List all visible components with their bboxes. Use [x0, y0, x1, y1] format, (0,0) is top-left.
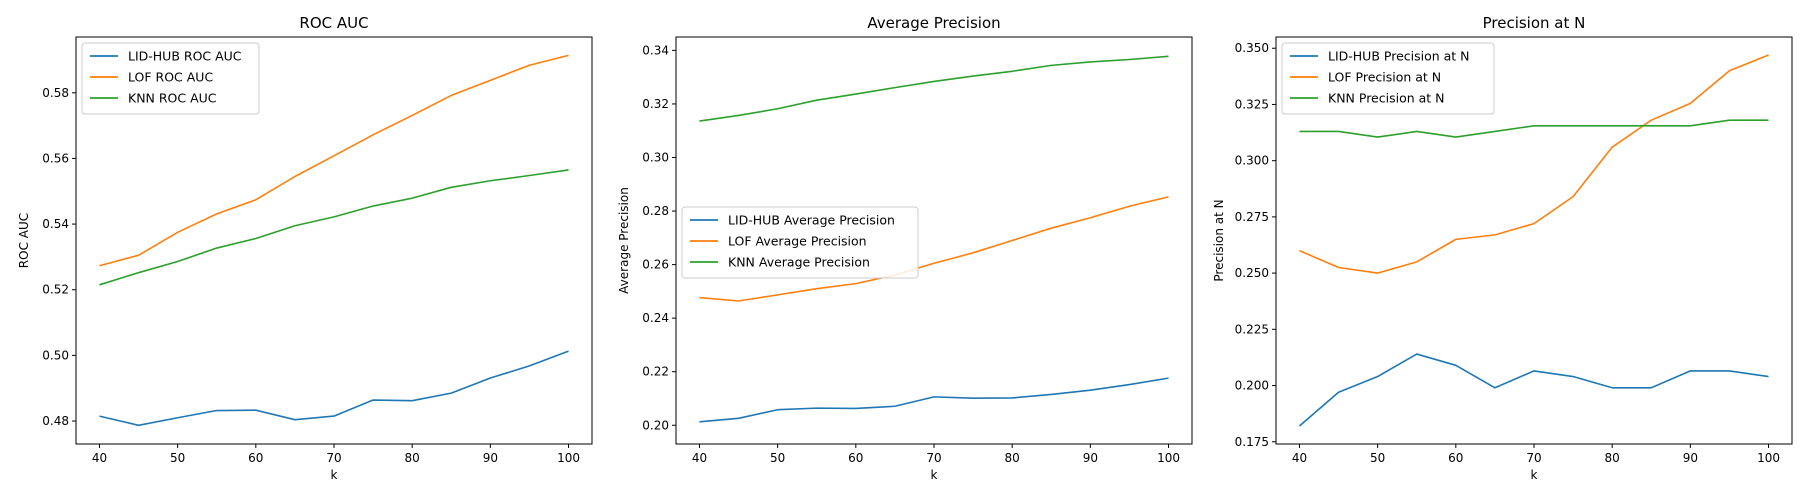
legend: LID-HUB ROC AUC LOF ROC AUC KNN ROC AUC	[81, 42, 260, 115]
series-line-1	[699, 377, 1169, 423]
x-axis-label: k	[931, 468, 938, 482]
x-tick-label: 70	[326, 451, 341, 465]
y-tick-label: 0.30	[642, 150, 669, 164]
x-tick-label: 100	[1157, 451, 1180, 465]
series-line-2	[99, 54, 569, 267]
chart-title: ROC AUC	[299, 14, 368, 32]
series-line-2	[1299, 54, 1769, 274]
series-line-1	[1298, 353, 1769, 427]
x-tick-label: 40	[1292, 451, 1307, 465]
x-tick-label: 50	[770, 451, 785, 465]
series-line-1	[99, 350, 569, 427]
series-line-3	[99, 169, 569, 286]
y-tick-label: 0.50	[42, 348, 69, 362]
y-tick-label: 0.48	[42, 414, 69, 428]
y-tick-label: 0.28	[642, 204, 669, 218]
x-tick-label: 60	[1448, 451, 1463, 465]
series-line-2	[699, 196, 1169, 302]
subplot-3: Precision at N 40 50 60 70 80 90 100 0.175 0.200 0…	[1212, 14, 1793, 482]
y-tick-label: 0.26	[642, 258, 669, 272]
y-tick-label: 0.350	[1235, 41, 1269, 55]
x-tick-label: 100	[557, 451, 580, 465]
y-tick-label: 0.52	[42, 283, 69, 297]
x-tick-label: 60	[848, 451, 863, 465]
legend-entry: LID-HUB ROC AUC	[128, 49, 242, 64]
x-tick-label: 80	[1005, 451, 1020, 465]
x-tick-label: 80	[405, 451, 420, 465]
y-axis-label: ROC AUC	[17, 213, 31, 268]
y-tick-label: 0.34	[642, 43, 669, 57]
x-axis-label: k	[331, 468, 338, 482]
series-line-3	[699, 55, 1169, 122]
x-tick-label: 70	[926, 451, 941, 465]
x-axis-label: k	[1531, 468, 1538, 482]
y-tick-label: 0.32	[642, 97, 669, 111]
y-tick-label: 0.175	[1235, 435, 1269, 449]
y-tick-label: 0.22	[642, 365, 669, 379]
x-tick-label: 90	[1083, 451, 1098, 465]
y-tick-label: 0.275	[1235, 210, 1269, 224]
x-tick-label: 70	[1526, 451, 1541, 465]
x-tick-label: 50	[1370, 451, 1385, 465]
y-axis-label: Average Precision	[617, 187, 631, 294]
legend-entry: KNN ROC AUC	[128, 91, 217, 106]
x-tick-label: 60	[248, 451, 263, 465]
legend: LID-HUB Average Precision LOF Average Pre…	[681, 206, 919, 279]
legend-entry: LOF ROC AUC	[128, 70, 213, 85]
legend-entry: LOF Average Precision	[728, 234, 867, 249]
legend-box	[81, 42, 260, 115]
legend: LID-HUB Precision at N LOF Precision at N…	[1281, 42, 1495, 115]
legend-entry: KNN Precision at N	[1328, 91, 1445, 106]
chart-title: Precision at N	[1483, 14, 1586, 32]
legend-box	[681, 206, 919, 279]
y-axis-label: Precision at N	[1212, 199, 1226, 281]
y-tick-label: 0.24	[642, 311, 669, 325]
y-tick-label: 0.325	[1235, 97, 1269, 111]
x-tick-label: 90	[1683, 451, 1698, 465]
y-tick-label: 0.300	[1235, 154, 1269, 168]
x-tick-label: 90	[483, 451, 498, 465]
y-tick-label: 0.200	[1235, 379, 1269, 393]
y-tick-label: 0.20	[642, 418, 669, 432]
y-tick-label: 0.250	[1235, 266, 1269, 280]
y-tick-label: 0.225	[1235, 322, 1269, 336]
x-tick-label: 40	[692, 451, 707, 465]
legend-entry: LID-HUB Average Precision	[728, 213, 895, 228]
x-tick-label: 40	[92, 451, 107, 465]
y-tick-label: 0.58	[42, 86, 69, 100]
x-tick-label: 100	[1757, 451, 1780, 465]
legend-entry: LOF Precision at N	[1328, 70, 1441, 85]
x-tick-label: 80	[1605, 451, 1620, 465]
series-line-3	[1299, 119, 1769, 138]
x-tick-label: 50	[170, 451, 185, 465]
legend-entry: KNN Average Precision	[728, 255, 870, 270]
chart-title: Average Precision	[867, 14, 1000, 32]
y-tick-label: 0.56	[42, 151, 69, 165]
legend-box	[1281, 42, 1495, 115]
legend-entry: LID-HUB Precision at N	[1328, 49, 1470, 64]
y-tick-label: 0.54	[42, 217, 69, 231]
subplot-2: Average Precision 40 50 60 70 80 90 100 0.20 0.22…	[617, 14, 1193, 482]
subplot-1: ROC AUC 40 50 60 70 80 90 100 0.48 0.50 0.52 0.54 0.…	[17, 14, 593, 482]
